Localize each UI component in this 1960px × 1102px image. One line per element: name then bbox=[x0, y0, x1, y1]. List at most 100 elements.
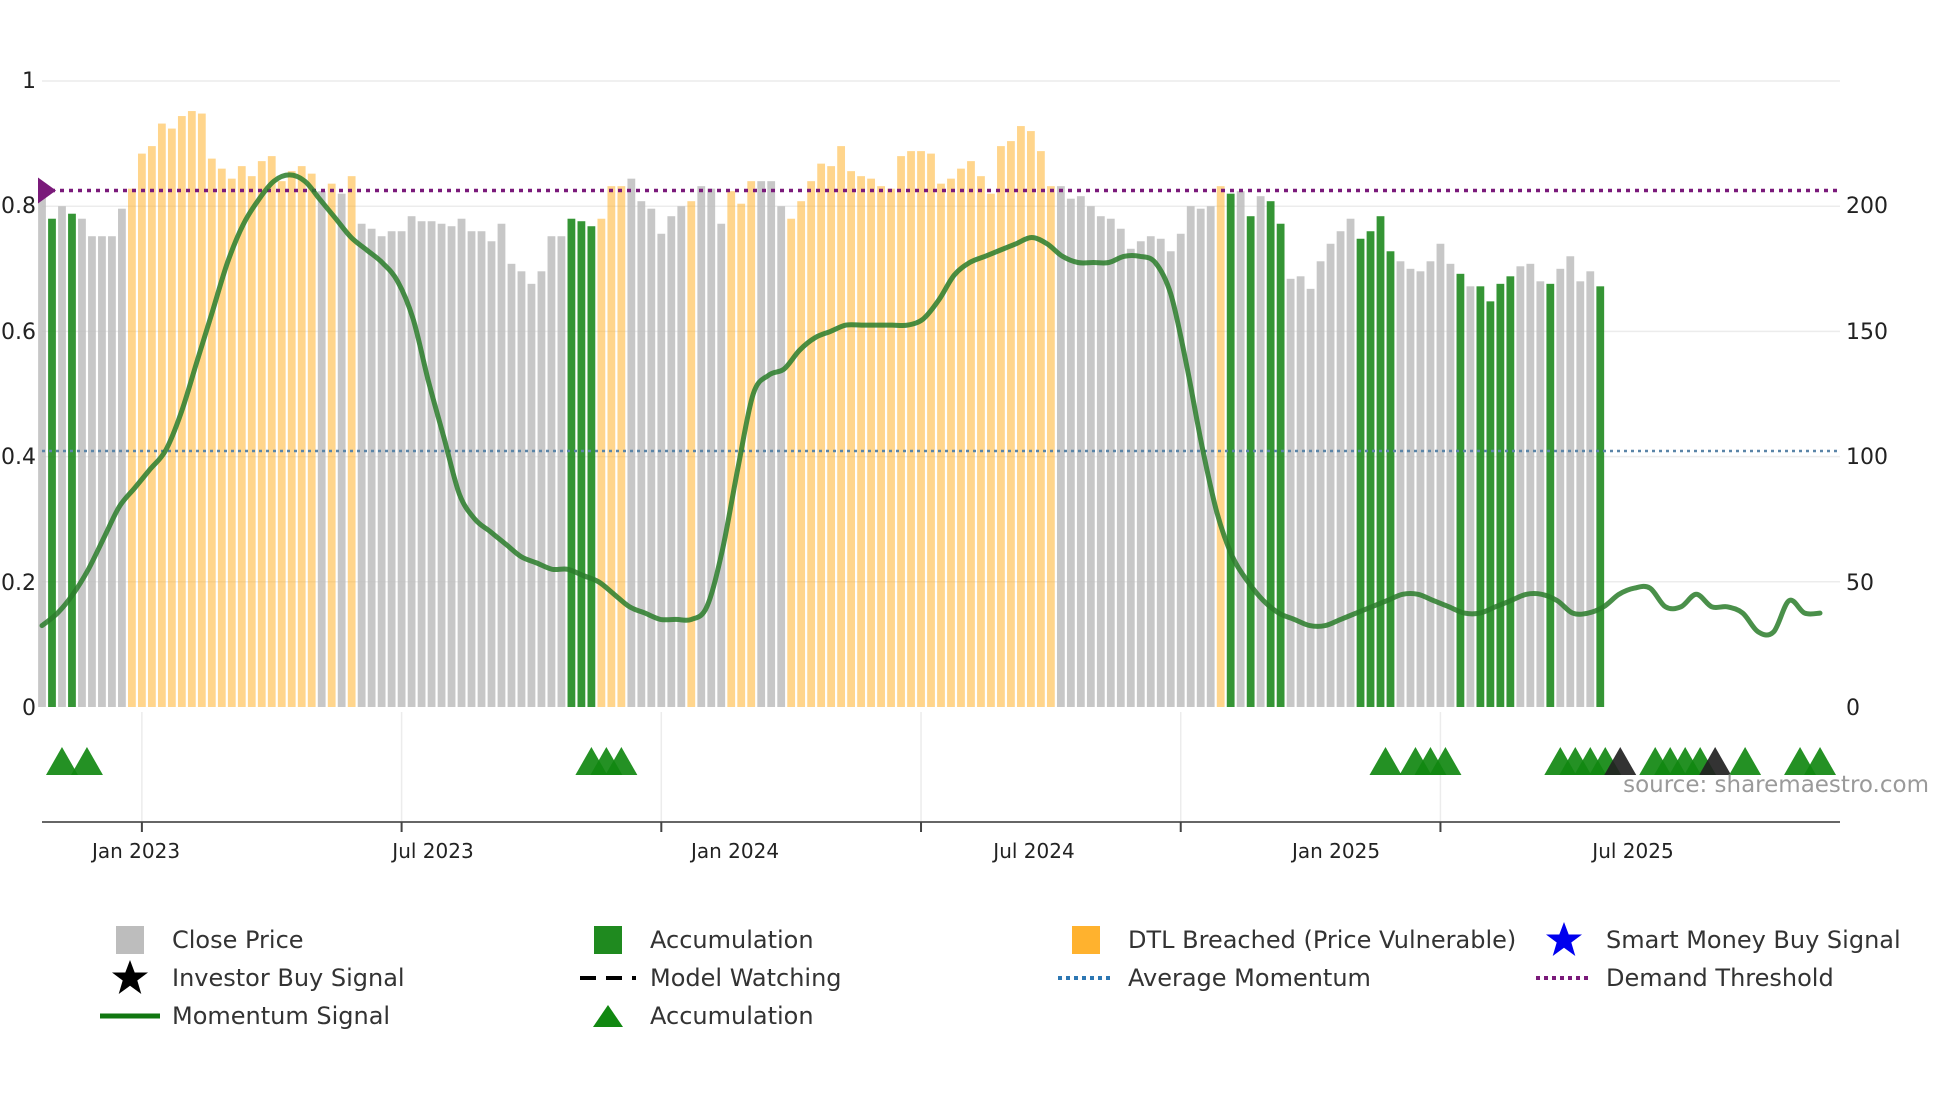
price-bar bbox=[1466, 286, 1475, 707]
price-bar bbox=[128, 188, 136, 707]
right-tick-4: 200 bbox=[1846, 194, 1888, 219]
price-bar bbox=[1516, 266, 1525, 707]
price-bar bbox=[867, 178, 875, 707]
price-bar bbox=[967, 161, 975, 708]
price-bar bbox=[697, 186, 706, 708]
price-bar bbox=[997, 146, 1005, 707]
left-tick-4: 0.8 bbox=[1, 194, 36, 219]
accumulation-marker bbox=[1804, 747, 1837, 775]
price-bar bbox=[837, 146, 846, 707]
price-bar bbox=[667, 216, 676, 707]
price-bar bbox=[647, 208, 656, 708]
price-bar bbox=[137, 153, 146, 708]
price-bar bbox=[897, 156, 905, 707]
price-bar bbox=[1176, 233, 1185, 707]
accumulation-marker bbox=[1369, 747, 1402, 775]
price-bar bbox=[987, 193, 995, 707]
price-bar bbox=[58, 206, 66, 707]
right-tick-2: 100 bbox=[1846, 445, 1888, 470]
price-bar bbox=[467, 231, 476, 708]
price-bar bbox=[217, 168, 226, 707]
price-bar bbox=[497, 223, 506, 707]
x-tick-2: Jan 2024 bbox=[689, 839, 779, 863]
price-bar bbox=[1316, 261, 1325, 707]
price-bar bbox=[607, 186, 616, 708]
price-bar bbox=[1496, 283, 1505, 707]
price-bar bbox=[1086, 206, 1095, 707]
x-tick-3: Jul 2024 bbox=[991, 839, 1074, 863]
price-bar bbox=[1017, 126, 1025, 707]
price-bar bbox=[68, 213, 76, 707]
price-bar bbox=[78, 218, 86, 707]
investor-signal-marker bbox=[1604, 747, 1637, 775]
price-bar bbox=[537, 271, 546, 707]
price-bar bbox=[1056, 186, 1065, 708]
accumulation-marker bbox=[45, 747, 78, 775]
price-bar bbox=[1476, 286, 1485, 707]
left-tick-1: 0.2 bbox=[1, 571, 36, 596]
price-bar bbox=[317, 191, 326, 707]
price-bar bbox=[1296, 276, 1305, 707]
price-bar bbox=[277, 181, 286, 707]
momentum-line bbox=[39, 172, 1823, 638]
price-bar bbox=[267, 156, 276, 707]
price-bar bbox=[457, 218, 466, 707]
price-bar bbox=[1007, 141, 1015, 707]
price-bar bbox=[1536, 281, 1545, 707]
price-bar bbox=[577, 221, 586, 707]
price-bars bbox=[38, 111, 1605, 708]
x-tick-4: Jan 2025 bbox=[1290, 839, 1380, 863]
signal-markers bbox=[45, 747, 1837, 775]
price-bar bbox=[1066, 198, 1075, 708]
price-bar bbox=[1116, 228, 1125, 707]
price-bar bbox=[1506, 276, 1515, 707]
price-bar bbox=[387, 231, 396, 708]
price-bar bbox=[1206, 206, 1215, 707]
price-bar bbox=[48, 218, 56, 707]
price-bar bbox=[1046, 186, 1055, 708]
price-bar bbox=[1596, 286, 1605, 707]
price-bar bbox=[947, 178, 955, 707]
price-bar bbox=[657, 233, 666, 707]
price-bar bbox=[167, 128, 176, 708]
price-bar bbox=[1566, 256, 1575, 707]
price-bar bbox=[597, 218, 606, 707]
price-bar bbox=[937, 183, 945, 707]
price-bar bbox=[1136, 241, 1145, 708]
price-bar bbox=[38, 186, 46, 708]
price-bar bbox=[427, 221, 436, 707]
price-bar bbox=[1456, 273, 1465, 707]
price-bar bbox=[118, 208, 126, 708]
price-bar bbox=[727, 191, 736, 707]
price-bar bbox=[1286, 278, 1295, 707]
price-bar bbox=[1346, 218, 1355, 707]
price-bar bbox=[877, 186, 885, 708]
demand-threshold-marker bbox=[38, 177, 56, 204]
price-bar bbox=[1326, 243, 1335, 707]
source-label: source: sharemaestro.com bbox=[1623, 772, 1929, 798]
price-bar bbox=[757, 181, 766, 707]
axes bbox=[42, 821, 1840, 832]
accumulation-marker bbox=[1729, 747, 1762, 775]
price-bar bbox=[1027, 131, 1035, 707]
price-bar bbox=[207, 158, 216, 707]
price-bar bbox=[1146, 236, 1155, 708]
price-bar bbox=[237, 166, 246, 708]
price-bar bbox=[1366, 231, 1375, 708]
price-bar bbox=[1576, 281, 1585, 707]
price-bar bbox=[627, 178, 636, 707]
x-tick-5: Jul 2025 bbox=[1590, 839, 1673, 863]
price-bar bbox=[817, 163, 826, 707]
price-bar bbox=[1486, 301, 1495, 707]
reference-lines bbox=[38, 177, 1840, 453]
left-tick-2: 0.4 bbox=[1, 445, 36, 470]
price-bar bbox=[227, 178, 236, 707]
price-bar bbox=[1586, 271, 1595, 707]
left-tick-0: 0 bbox=[22, 696, 36, 721]
left-tick-5: 1 bbox=[22, 69, 36, 94]
price-bar bbox=[687, 201, 696, 707]
price-bar bbox=[1416, 271, 1425, 707]
price-bar bbox=[417, 221, 426, 707]
price-bar bbox=[1426, 261, 1435, 707]
